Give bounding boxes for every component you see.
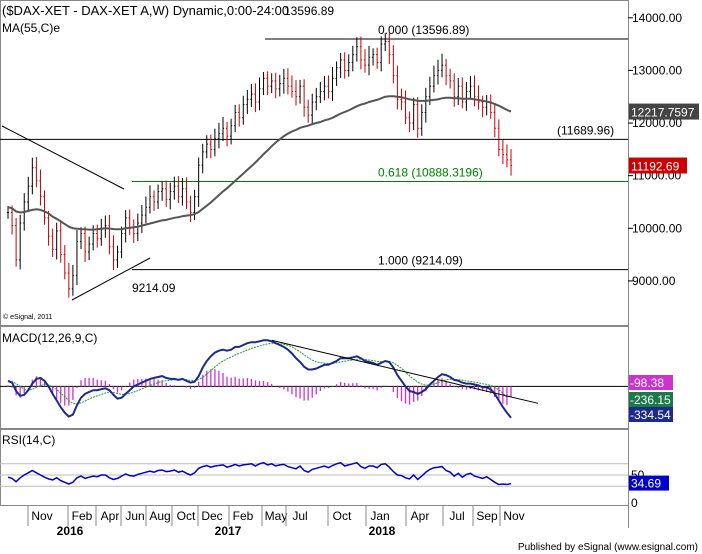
macd-trendline	[271, 339, 539, 404]
rsi-value-box	[629, 475, 669, 491]
footer-credit: Published by eSignal (www.esignal.com)	[518, 542, 698, 553]
macd-value-label: -236.15	[630, 393, 671, 407]
macd-value-label: -98.38	[630, 376, 664, 390]
copyright-label: © eSignal, 2011	[3, 313, 53, 321]
x-tick-label: Feb	[72, 509, 93, 523]
ma-legend: MA(55,C)e	[2, 21, 60, 35]
high-price-label: 13596.89	[284, 4, 334, 18]
x-tick-label: Jan	[370, 509, 389, 523]
x-tick-label: Jun	[125, 509, 144, 523]
ma-value-box	[629, 103, 699, 120]
trendline-upper	[1, 125, 125, 190]
x-tick-label: Oct	[177, 509, 196, 523]
macd-signal-line	[8, 342, 512, 405]
trendline-lower	[71, 257, 151, 301]
macd-value-box	[629, 375, 673, 390]
macd-value-box	[629, 392, 673, 407]
fib-level-label: 0.618 (10888.3196)	[378, 166, 483, 180]
fib-level-label: 1.000 (9214.09)	[378, 254, 463, 268]
chart-title: ($DAX-XET - DAX-XET A,W) Dynamic,0:00-24…	[2, 3, 289, 18]
ma-value-label: 12217.7597	[631, 106, 695, 120]
x-tick-label: Aug	[149, 509, 170, 523]
rsi-tick-label: 0	[631, 496, 638, 510]
price-tick-label: 9000.00	[632, 274, 676, 288]
rsi-value-label: 34.69	[631, 477, 661, 491]
year-label: 2017	[215, 524, 242, 538]
x-tick-label: Nov	[31, 509, 52, 523]
x-tick-label: Apr	[411, 509, 430, 523]
macd-value-label: -334.54	[630, 408, 671, 422]
x-tick-label: May	[265, 509, 288, 523]
x-tick-label: Oct	[333, 509, 352, 523]
x-tick-label: Sep	[476, 509, 498, 523]
x-tick-label: Apr	[101, 509, 120, 523]
year-label: 2016	[57, 524, 84, 538]
price-tick-label: 14000.00	[632, 11, 682, 25]
x-tick-label: Feb	[233, 509, 254, 523]
price-panel-frame	[0, 0, 629, 326]
rsi-panel-frame	[0, 429, 629, 506]
price-tick-label: 10000.00	[632, 221, 682, 235]
rsi-legend: RSI(14,C)	[2, 433, 55, 447]
price-tick-label: 13000.00	[632, 63, 682, 77]
x-tick-label: Nov	[503, 509, 524, 523]
macd-value-box	[629, 407, 673, 422]
moving-average-line	[7, 95, 512, 231]
fib-level-label: 0.000 (13596.89)	[378, 23, 469, 37]
last-price-label: 11192.69	[631, 160, 680, 174]
rsi-line	[7, 461, 512, 486]
last-price-box	[629, 157, 687, 174]
x-tick-label: Jul	[449, 509, 464, 523]
x-tick-label: Jul	[292, 509, 307, 523]
macd-legend: MACD(12,26,9,C)	[2, 331, 97, 345]
low-price-label: 9214.09	[132, 281, 176, 295]
x-tick-label: Dec	[201, 509, 222, 523]
macd-line	[7, 339, 512, 419]
resistance-label: (11689.96)	[557, 123, 614, 137]
year-label: 2018	[369, 524, 396, 538]
